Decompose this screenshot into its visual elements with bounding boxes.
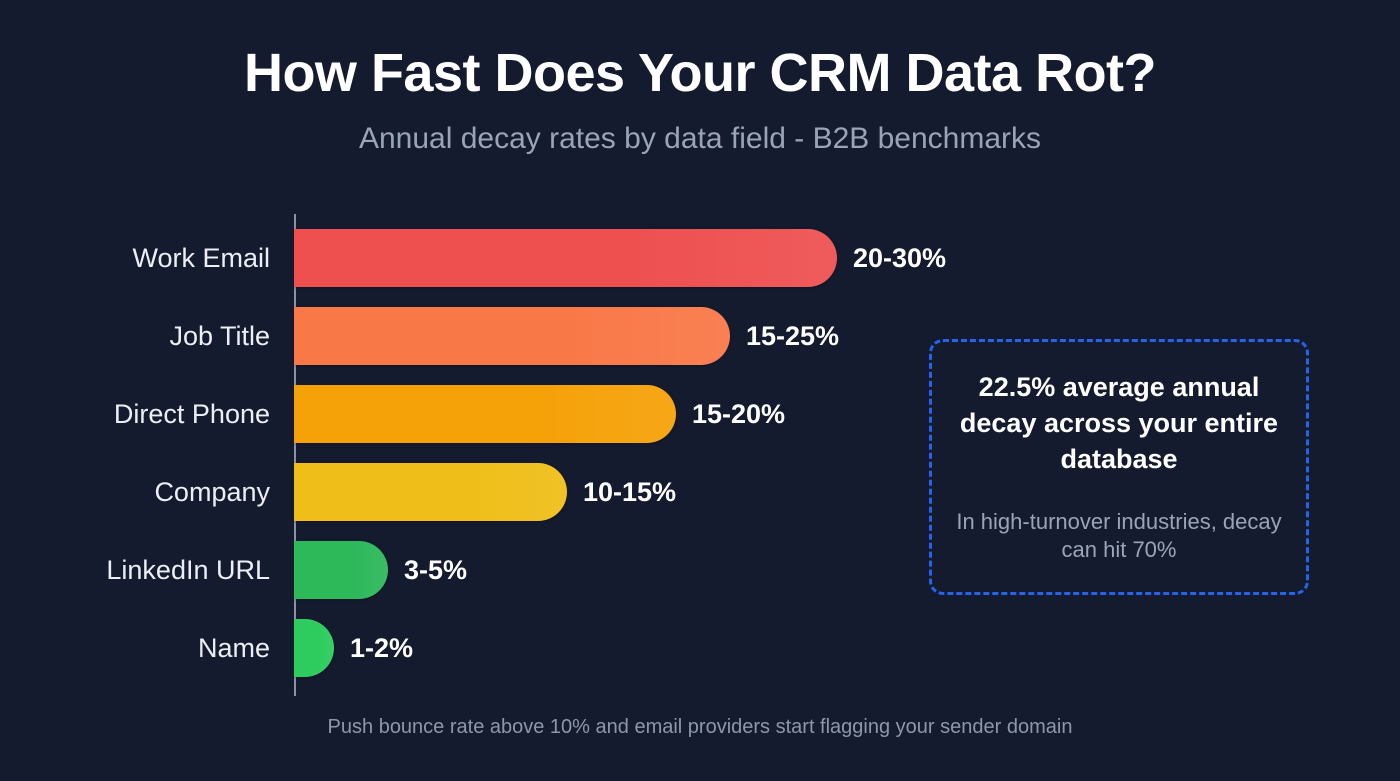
bar-value-label: 15-25% xyxy=(746,321,840,351)
bar-fill xyxy=(294,463,567,521)
bar-category-label: Name xyxy=(197,633,270,663)
bar-track xyxy=(294,463,567,521)
bar-row: Name 1-2% xyxy=(0,619,1400,677)
bar-fill xyxy=(294,385,676,443)
bar-track xyxy=(294,229,837,287)
bar-track xyxy=(294,385,676,443)
bar-fill xyxy=(294,229,837,287)
bar-category-label: Company xyxy=(154,477,270,507)
bar-value-label: 3-5% xyxy=(404,555,468,585)
chart-header: How Fast Does Your CRM Data Rot? Annual … xyxy=(0,43,1400,156)
bar-fill xyxy=(294,619,334,677)
bar-value-label: 10-15% xyxy=(583,477,677,507)
bar-chart-plot: Work Email 20-30% Job Title 15-25% Direc… xyxy=(0,206,1400,698)
bar-track xyxy=(294,619,334,677)
bar-value-label: 1-2% xyxy=(350,633,414,663)
callout-subtext: In high-turnover industries, decay can h… xyxy=(956,508,1282,563)
bar-row: Company 10-15% xyxy=(0,463,1400,521)
y-axis-line xyxy=(294,214,296,696)
bar-fill xyxy=(294,541,388,599)
bar-track xyxy=(294,541,388,599)
bar-row: Job Title 15-25% xyxy=(0,307,1400,365)
chart-subtitle: Annual decay rates by data field - B2B b… xyxy=(358,122,1042,156)
bar-value-label: 15-20% xyxy=(692,399,786,429)
callout-headline: 22.5% average annual decay across your e… xyxy=(959,372,1279,475)
bar-category-label: Job Title xyxy=(169,321,270,351)
bar-row: Direct Phone 15-20% xyxy=(0,385,1400,443)
bar-category-label: Work Email xyxy=(132,243,270,273)
bar-value-label: 20-30% xyxy=(853,243,947,273)
average-decay-callout: 22.5% average annual decay across your e… xyxy=(929,339,1309,595)
page-title: How Fast Does Your CRM Data Rot? xyxy=(243,43,1157,103)
bar-row: LinkedIn URL 3-5% xyxy=(0,541,1400,599)
bar-row: Work Email 20-30% xyxy=(0,229,1400,287)
bar-category-label: Direct Phone xyxy=(113,399,270,429)
bar-category-label: LinkedIn URL xyxy=(106,555,270,585)
bar-track xyxy=(294,307,730,365)
footer-note: Push bounce rate above 10% and email pro… xyxy=(327,716,1073,738)
bar-fill xyxy=(294,307,730,365)
